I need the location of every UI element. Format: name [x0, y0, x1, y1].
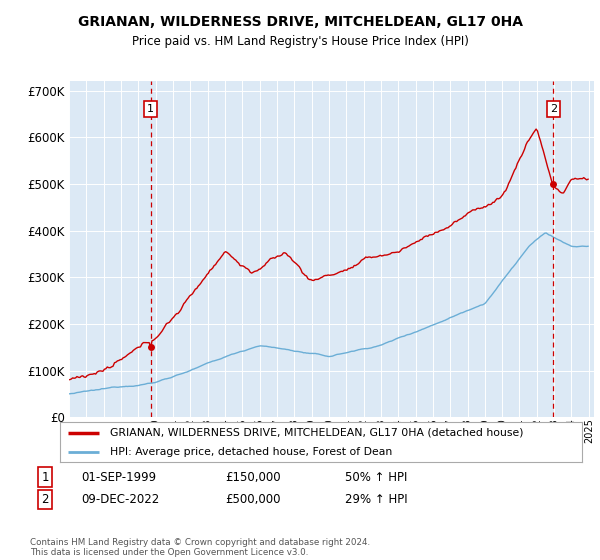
Text: 09-DEC-2022: 09-DEC-2022: [81, 493, 159, 506]
Text: GRIANAN, WILDERNESS DRIVE, MITCHELDEAN, GL17 0HA: GRIANAN, WILDERNESS DRIVE, MITCHELDEAN, …: [77, 15, 523, 29]
Text: 01-SEP-1999: 01-SEP-1999: [81, 470, 156, 484]
Text: HPI: Average price, detached house, Forest of Dean: HPI: Average price, detached house, Fore…: [110, 447, 392, 457]
Text: 29% ↑ HPI: 29% ↑ HPI: [345, 493, 407, 506]
Text: 1: 1: [41, 470, 49, 484]
Text: Contains HM Land Registry data © Crown copyright and database right 2024.
This d: Contains HM Land Registry data © Crown c…: [30, 538, 370, 557]
Text: 50% ↑ HPI: 50% ↑ HPI: [345, 470, 407, 484]
Text: GRIANAN, WILDERNESS DRIVE, MITCHELDEAN, GL17 0HA (detached house): GRIANAN, WILDERNESS DRIVE, MITCHELDEAN, …: [110, 428, 523, 437]
Text: 1: 1: [147, 104, 154, 114]
Text: 2: 2: [550, 104, 557, 114]
Text: £500,000: £500,000: [225, 493, 281, 506]
Text: £150,000: £150,000: [225, 470, 281, 484]
Text: 2: 2: [41, 493, 49, 506]
Text: Price paid vs. HM Land Registry's House Price Index (HPI): Price paid vs. HM Land Registry's House …: [131, 35, 469, 48]
